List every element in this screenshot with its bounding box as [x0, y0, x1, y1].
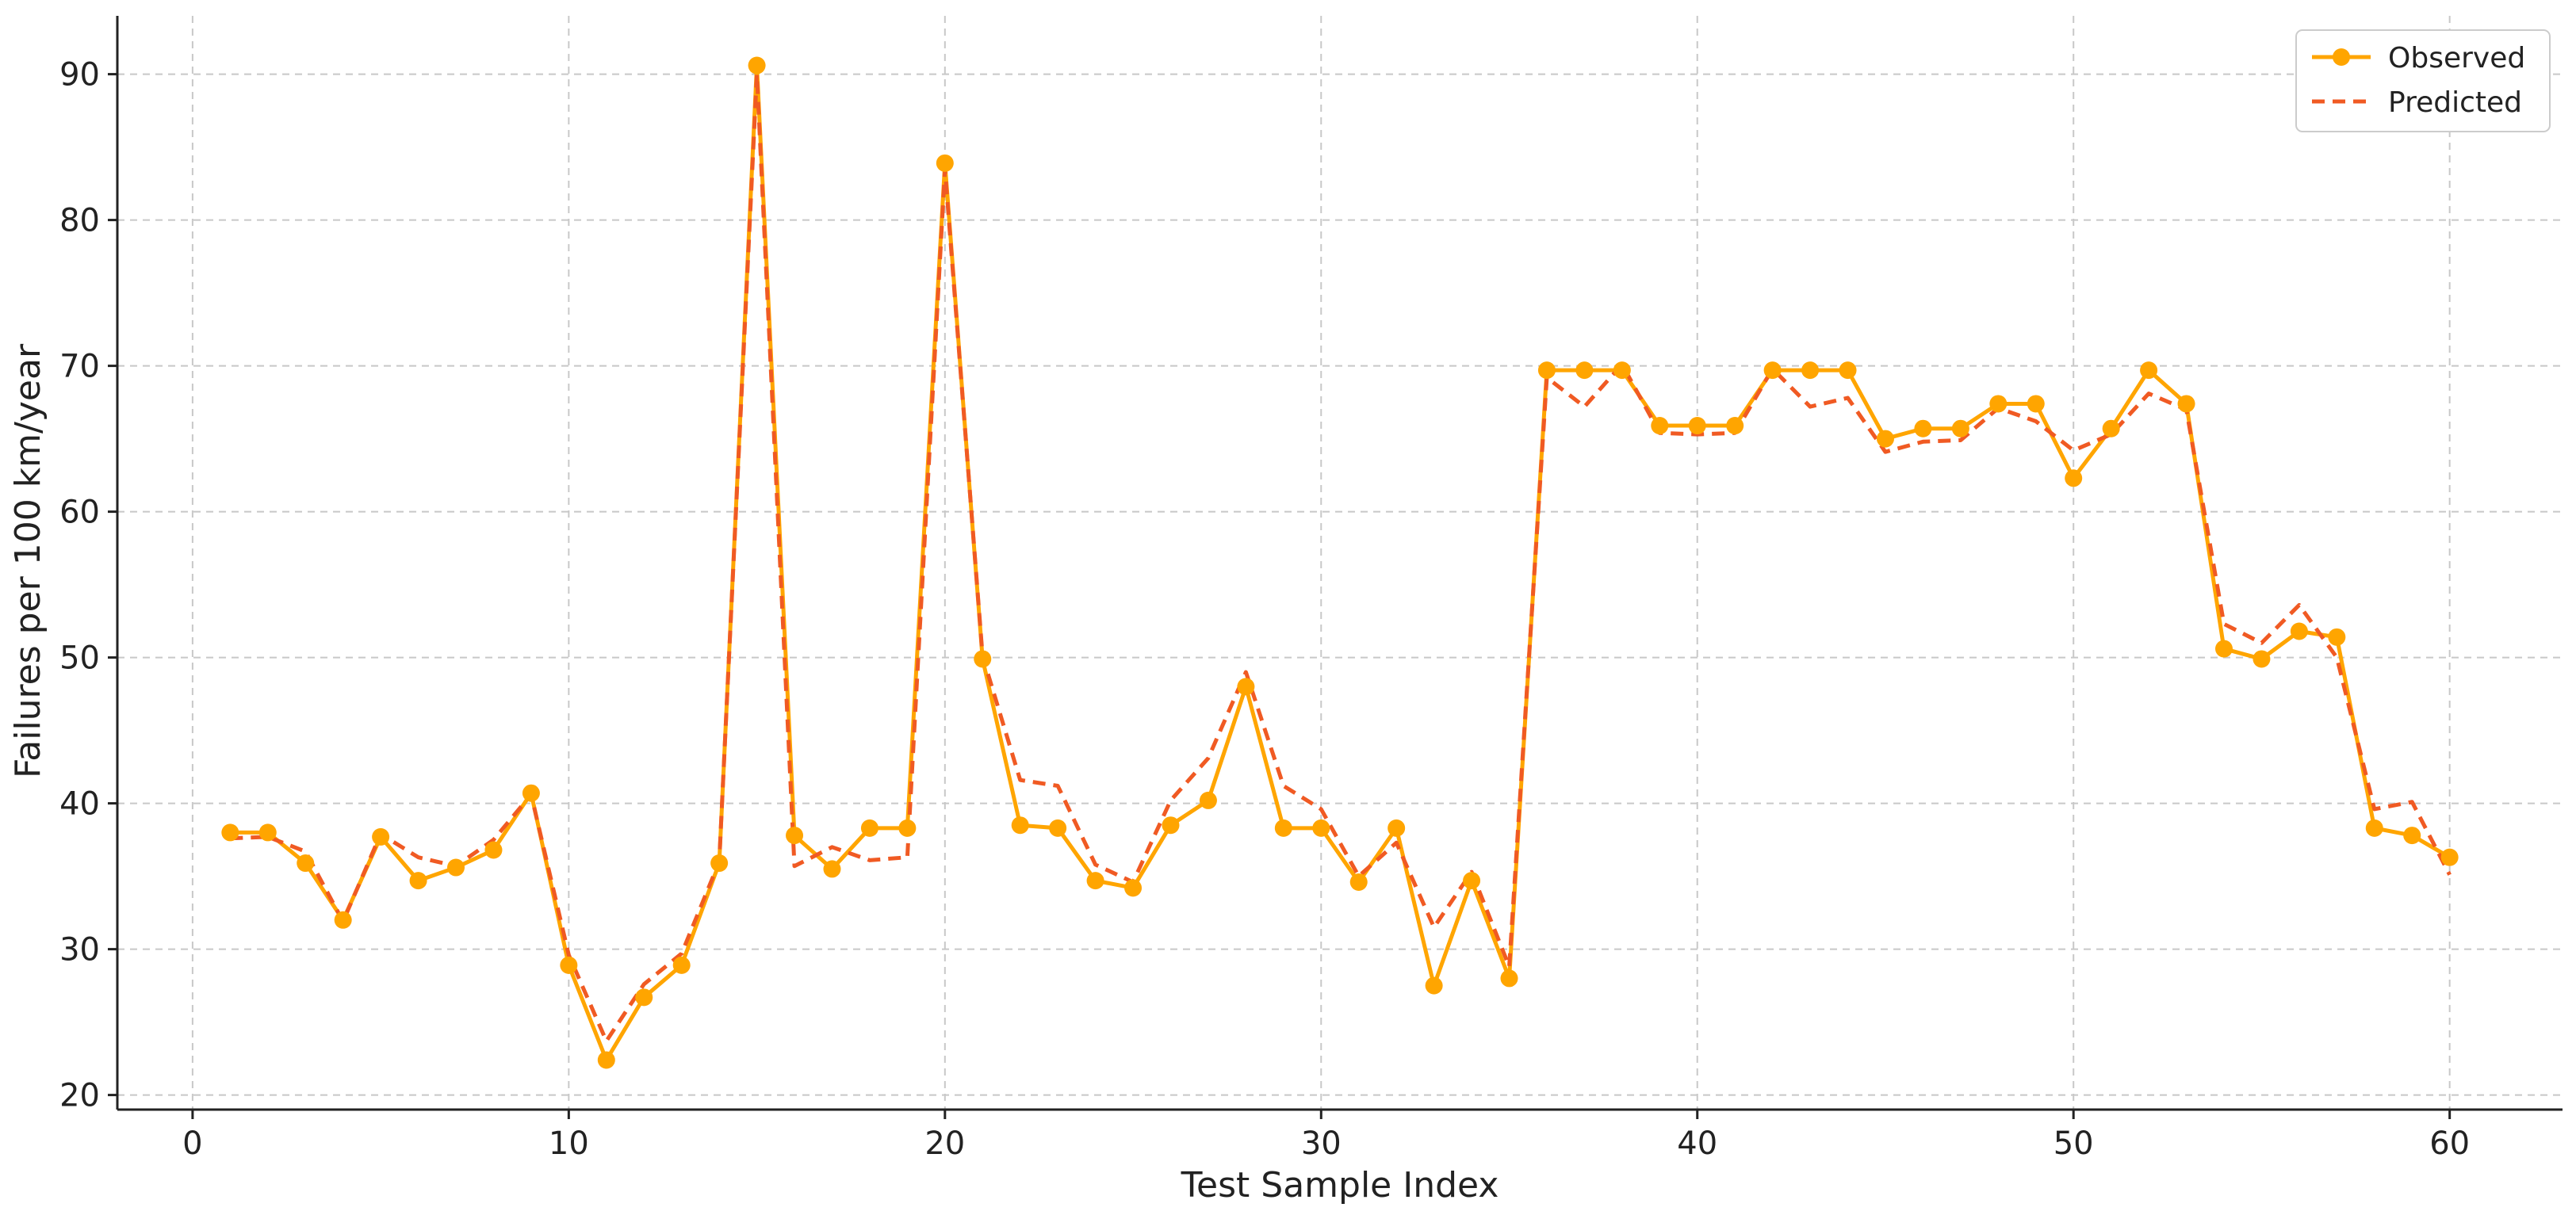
observed-point — [221, 823, 239, 842]
x-tick-label: 30 — [1301, 1125, 1342, 1162]
y-tick-label: 20 — [59, 1078, 100, 1114]
y-tick-label: 80 — [59, 203, 100, 239]
legend-predicted-label: Predicted — [2388, 86, 2522, 119]
x-tick-label: 0 — [182, 1125, 202, 1162]
legend: Observed Predicted — [2295, 29, 2551, 132]
observed-point — [409, 872, 427, 890]
observed-series-line — [230, 63, 2451, 1062]
y-tick-label: 70 — [59, 349, 100, 385]
observed-point — [484, 841, 503, 859]
observed-point — [2102, 419, 2120, 437]
observed-point — [1463, 872, 1481, 890]
observed-point — [372, 827, 390, 846]
observed-point — [1274, 819, 1292, 837]
observed-point — [2140, 361, 2158, 380]
axes — [108, 16, 2563, 1119]
observed-point — [1951, 419, 1969, 437]
observed-point — [522, 784, 540, 802]
x-tick-label: 20 — [924, 1125, 965, 1162]
observed-point — [1726, 417, 1744, 435]
observed-point — [2365, 819, 2383, 837]
y-tick-label: 50 — [59, 640, 100, 677]
legend-observed-label: Observed — [2388, 42, 2525, 75]
observed-point — [2065, 469, 2083, 487]
observed-point — [898, 819, 917, 837]
observed-point — [1425, 976, 1443, 995]
observed-point — [672, 956, 691, 974]
observed-point — [1575, 361, 1594, 380]
x-tick-label: 40 — [1677, 1125, 1717, 1162]
observed-point — [2440, 848, 2459, 866]
observed-point — [1011, 816, 1029, 835]
y-tick-label: 40 — [59, 786, 100, 823]
observed-point — [1124, 879, 1143, 897]
observed-point — [860, 819, 878, 837]
legend-observed-marker — [2333, 48, 2350, 66]
observed-point — [2177, 395, 2195, 413]
observed-point — [936, 154, 954, 172]
observed-point — [1388, 819, 1406, 837]
observed-point — [297, 854, 315, 873]
observed-point — [2290, 622, 2308, 640]
observed-point — [748, 56, 766, 75]
tick-labels: 0 10 20 30 40 50 60 20 30 40 50 60 70 80 90 — [59, 57, 2470, 1162]
observed-point — [1839, 361, 1857, 380]
observed-point — [1914, 419, 1932, 437]
x-axis-label: Test Sample Index — [1181, 1165, 1499, 1205]
observed-point — [1763, 361, 1782, 380]
observed-point — [258, 823, 277, 842]
observed-point — [2253, 650, 2271, 668]
observed-point — [786, 827, 804, 845]
observed-point — [334, 911, 352, 929]
observed-point — [1801, 361, 1820, 380]
observed-point — [635, 988, 653, 1007]
y-tick-label: 60 — [59, 495, 100, 531]
x-tick-label: 60 — [2429, 1125, 2470, 1162]
y-axis-label: Failures per 100 km/year — [8, 343, 48, 778]
observed-point — [710, 854, 729, 873]
y-tick-label: 30 — [59, 932, 100, 969]
observed-point — [2403, 827, 2421, 845]
observed-point — [2214, 640, 2233, 658]
observed-point — [1688, 417, 1706, 435]
observed-point — [823, 860, 841, 878]
observed-point — [1199, 791, 1217, 809]
observed-point — [447, 858, 465, 877]
observed-point — [560, 956, 578, 974]
observed-point — [974, 650, 992, 668]
y-tick-label: 90 — [59, 57, 100, 94]
observed-point — [1237, 678, 1255, 696]
predicted-series-line — [230, 72, 2452, 1044]
observed-point — [1086, 872, 1104, 890]
grid-lines — [117, 16, 2563, 1110]
observed-point — [1651, 417, 1669, 435]
x-tick-label: 10 — [549, 1125, 589, 1162]
observed-point — [2328, 628, 2346, 646]
observed-point — [1613, 361, 1631, 380]
observed-point — [1500, 969, 1518, 988]
observed-point — [1989, 395, 2008, 413]
observed-point — [1349, 873, 1368, 891]
observed-point — [1049, 819, 1067, 837]
observed-point — [2027, 395, 2045, 413]
observed-point — [1876, 430, 1894, 448]
series-layer — [221, 56, 2459, 1069]
observed-point — [1312, 819, 1330, 837]
observed-point — [597, 1051, 615, 1069]
x-tick-label: 50 — [2054, 1125, 2094, 1162]
observed-point — [1162, 816, 1180, 835]
observed-point — [1537, 361, 1556, 380]
